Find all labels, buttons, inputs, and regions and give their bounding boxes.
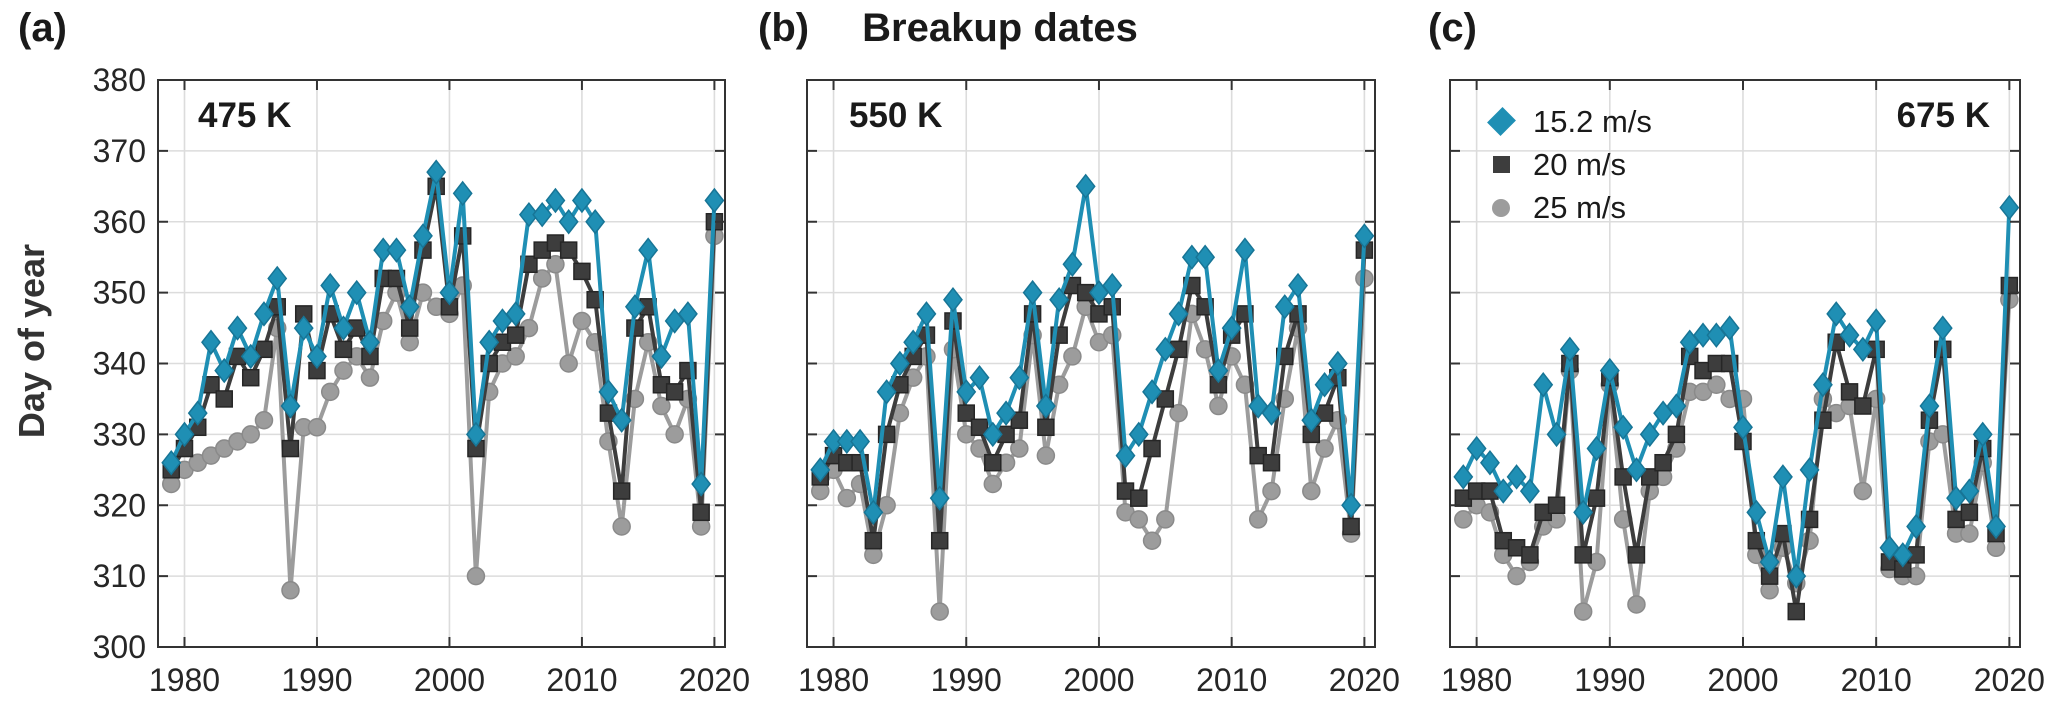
series-25-m-s (811, 269, 1374, 621)
svg-text:1990: 1990 (931, 662, 1002, 698)
svg-text:310: 310 (93, 558, 146, 594)
svg-text:1980: 1980 (149, 662, 220, 698)
svg-text:2010: 2010 (1841, 662, 1912, 698)
series-25-m-s (1454, 290, 2019, 621)
svg-text:1980: 1980 (798, 662, 869, 698)
series-15-2-m-s (161, 159, 725, 497)
legend-label: 25 m/s (1533, 189, 1627, 225)
svg-text:1990: 1990 (281, 662, 352, 698)
legend-item-25-ms: 25 m/s (1483, 186, 1652, 229)
svg-text:320: 320 (93, 487, 146, 523)
panel-b-level-label: 550 K (849, 96, 943, 135)
legend-label: 15.2 m/s (1533, 103, 1652, 139)
series-15-2-m-s (810, 173, 1375, 526)
svg-text:380: 380 (93, 62, 146, 98)
svg-text:1980: 1980 (1441, 662, 1512, 698)
legend-label: 20 m/s (1533, 146, 1627, 182)
svg-text:360: 360 (93, 204, 146, 240)
svg-text:2020: 2020 (1974, 662, 2045, 698)
panel-letter-c: (c) (1428, 6, 1477, 50)
panel-c-level-label: 675 K (1896, 96, 1990, 135)
circle-marker-icon (1492, 198, 1510, 217)
svg-text:370: 370 (93, 133, 146, 169)
svg-text:2010: 2010 (546, 662, 617, 698)
series-15-2-m-s (1453, 194, 2020, 589)
panel-letter-a: (a) (18, 6, 67, 50)
legend: 15.2 m/s 20 m/s 25 m/s (1483, 100, 1652, 229)
svg-text:2010: 2010 (1196, 662, 1267, 698)
legend-item-20-ms: 20 m/s (1483, 143, 1652, 186)
panel-a: 1980 1990 2000 2010 2020 300 310 320 330 340 350 36… (93, 62, 750, 698)
panel-b: 1980 1990 2000 2010 2020 (798, 79, 1400, 698)
svg-text:2000: 2000 (414, 662, 485, 698)
svg-text:2020: 2020 (1329, 662, 1400, 698)
panel-a-level-label: 475 K (198, 96, 292, 135)
legend-item-15-2-ms: 15.2 m/s (1483, 100, 1652, 143)
svg-text:2020: 2020 (679, 662, 750, 698)
panel-letter-b: (b) (758, 6, 810, 50)
square-marker-icon (1492, 156, 1510, 173)
diamond-marker-icon (1486, 107, 1516, 136)
svg-text:340: 340 (93, 346, 146, 382)
chart-title: Breakup dates (862, 6, 1138, 50)
svg-text:2000: 2000 (1707, 662, 1778, 698)
y-axis-label: Day of year (11, 243, 52, 439)
svg-text:350: 350 (93, 275, 146, 311)
svg-text:1990: 1990 (1574, 662, 1645, 698)
svg-text:2000: 2000 (1063, 662, 1134, 698)
panel-c: 1980 1990 2000 2010 2020 (1441, 79, 2045, 698)
svg-text:330: 330 (93, 416, 146, 452)
svg-text:300: 300 (93, 629, 146, 665)
